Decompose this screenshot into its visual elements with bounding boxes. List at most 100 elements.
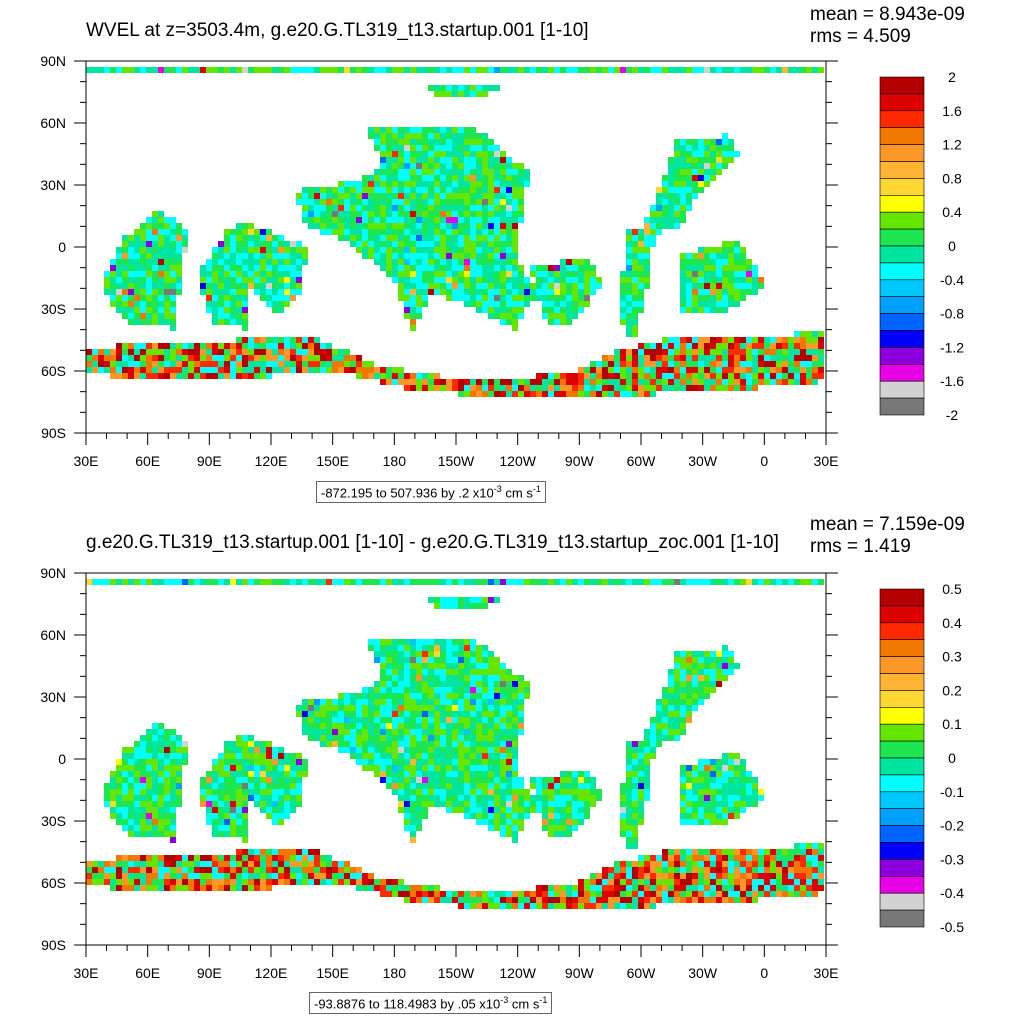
ocean-cell: [488, 151, 494, 157]
ocean-cell: [356, 867, 362, 873]
ocean-cell: [374, 199, 380, 205]
ocean-cell: [734, 801, 740, 807]
ocean-cell: [704, 157, 710, 163]
ocean-cell: [524, 283, 530, 289]
ocean-cell: [110, 885, 116, 891]
rms-stat: rms = 4.509: [810, 26, 911, 47]
ocean-cell: [488, 229, 494, 235]
ocean-cell: [440, 729, 446, 735]
ocean-cell: [338, 699, 344, 705]
ocean-cell: [638, 795, 644, 801]
ocean-cell: [572, 777, 578, 783]
ocean-cell: [482, 753, 488, 759]
ocean-cell: [266, 579, 272, 585]
ocean-cell: [518, 187, 524, 193]
ocean-cell: [224, 289, 230, 295]
ocean-cell: [494, 693, 500, 699]
ocean-cell: [488, 145, 494, 151]
ocean-cell: [494, 223, 500, 229]
ocean-cell: [644, 753, 650, 759]
ocean-cell: [440, 163, 446, 169]
ocean-cell: [434, 193, 440, 199]
ocean-cell: [152, 579, 158, 585]
ocean-cell: [698, 271, 704, 277]
ocean-cell: [608, 367, 614, 373]
ocean-cell: [464, 301, 470, 307]
ocean-cell: [308, 699, 314, 705]
ocean-cell: [500, 265, 506, 271]
ocean-cell: [362, 175, 368, 181]
ocean-cell: [230, 741, 236, 747]
ocean-cell: [782, 343, 788, 349]
ocean-cell: [392, 163, 398, 169]
ocean-cell: [230, 861, 236, 867]
ocean-cell: [164, 861, 170, 867]
ocean-cell: [254, 253, 260, 259]
ocean-cell: [380, 145, 386, 151]
ocean-cell: [392, 373, 398, 379]
ocean-cell: [296, 241, 302, 247]
ocean-cell: [392, 175, 398, 181]
ocean-cell: [488, 711, 494, 717]
ocean-cell: [734, 385, 740, 391]
ocean-cell: [296, 759, 302, 765]
ocean-cell: [224, 367, 230, 373]
ocean-cell: [818, 849, 824, 855]
ocean-cell: [158, 801, 164, 807]
contour-info-box: -872.195 to 507.936 by .2 x10-3 cm s-1: [316, 481, 546, 504]
ocean-cell: [212, 271, 218, 277]
ocean-cell: [338, 735, 344, 741]
ocean-cell: [344, 187, 350, 193]
ocean-cell: [656, 735, 662, 741]
ocean-cell: [242, 277, 248, 283]
ocean-cell: [254, 373, 260, 379]
ocean-cell: [728, 139, 734, 145]
ocean-cell: [608, 355, 614, 361]
ocean-cell: [440, 771, 446, 777]
ocean-cell: [464, 807, 470, 813]
ocean-cell: [338, 205, 344, 211]
ocean-cell: [500, 819, 506, 825]
ocean-cell: [764, 67, 770, 73]
ocean-cell: [500, 175, 506, 181]
ocean-cell: [506, 391, 512, 397]
ocean-cell: [512, 837, 518, 843]
ocean-cell: [434, 385, 440, 391]
ocean-cell: [626, 741, 632, 747]
ocean-cell: [146, 223, 152, 229]
ocean-cell: [278, 247, 284, 253]
ocean-cell: [464, 229, 470, 235]
mean-stat: mean = 8.943e-09: [810, 4, 965, 25]
ocean-cell: [728, 373, 734, 379]
ocean-cell: [728, 777, 734, 783]
ocean-cell: [374, 717, 380, 723]
ocean-cell: [326, 711, 332, 717]
ocean-cell: [452, 247, 458, 253]
ocean-cell: [212, 879, 218, 885]
ocean-cell: [404, 199, 410, 205]
ocean-cell: [452, 693, 458, 699]
ocean-cell: [674, 723, 680, 729]
ocean-cell: [98, 873, 104, 879]
ocean-cell: [554, 789, 560, 795]
ocean-cell: [302, 361, 308, 367]
ocean-cell: [722, 247, 728, 253]
ocean-cell: [410, 651, 416, 657]
ocean-cell: [692, 151, 698, 157]
ocean-cell: [164, 579, 170, 585]
ocean-cell: [272, 867, 278, 873]
ocean-cell: [626, 825, 632, 831]
ocean-cell: [104, 867, 110, 873]
ocean-cell: [164, 235, 170, 241]
ocean-cell: [740, 283, 746, 289]
colorbar-label: -0.4: [940, 272, 964, 288]
ocean-cell: [230, 807, 236, 813]
ocean-cell: [602, 373, 608, 379]
ocean-cell: [188, 873, 194, 879]
ocean-cell: [734, 579, 740, 585]
ocean-cell: [458, 603, 464, 609]
ocean-cell: [200, 67, 206, 73]
ocean-cell: [200, 801, 206, 807]
ocean-cell: [140, 831, 146, 837]
ocean-cell: [644, 771, 650, 777]
